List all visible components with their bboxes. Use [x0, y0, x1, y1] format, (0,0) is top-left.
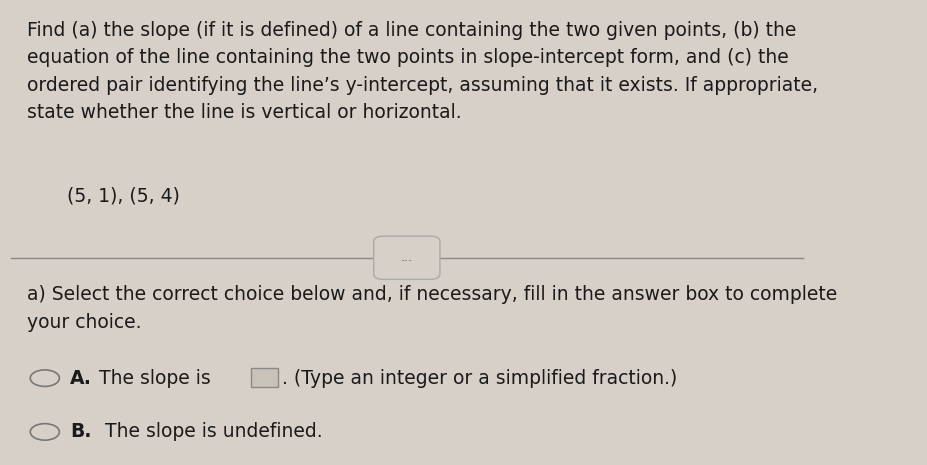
- Text: B.: B.: [70, 422, 91, 441]
- Text: A.: A.: [70, 369, 92, 388]
- Text: The slope is undefined.: The slope is undefined.: [94, 422, 323, 441]
- Text: ...: ...: [400, 251, 413, 264]
- Circle shape: [31, 370, 59, 386]
- Circle shape: [31, 424, 59, 440]
- Text: a) Select the correct choice below and, if necessary, fill in the answer box to : a) Select the correct choice below and, …: [27, 286, 837, 332]
- Text: . (Type an integer or a simplified fraction.): . (Type an integer or a simplified fract…: [282, 369, 677, 388]
- FancyBboxPatch shape: [251, 368, 277, 387]
- Text: Find (a) the slope (if it is defined) of a line containing the two given points,: Find (a) the slope (if it is defined) of…: [27, 21, 819, 122]
- Text: The slope is: The slope is: [94, 369, 217, 388]
- FancyBboxPatch shape: [374, 236, 440, 279]
- Text: (5, 1), (5, 4): (5, 1), (5, 4): [68, 186, 180, 206]
